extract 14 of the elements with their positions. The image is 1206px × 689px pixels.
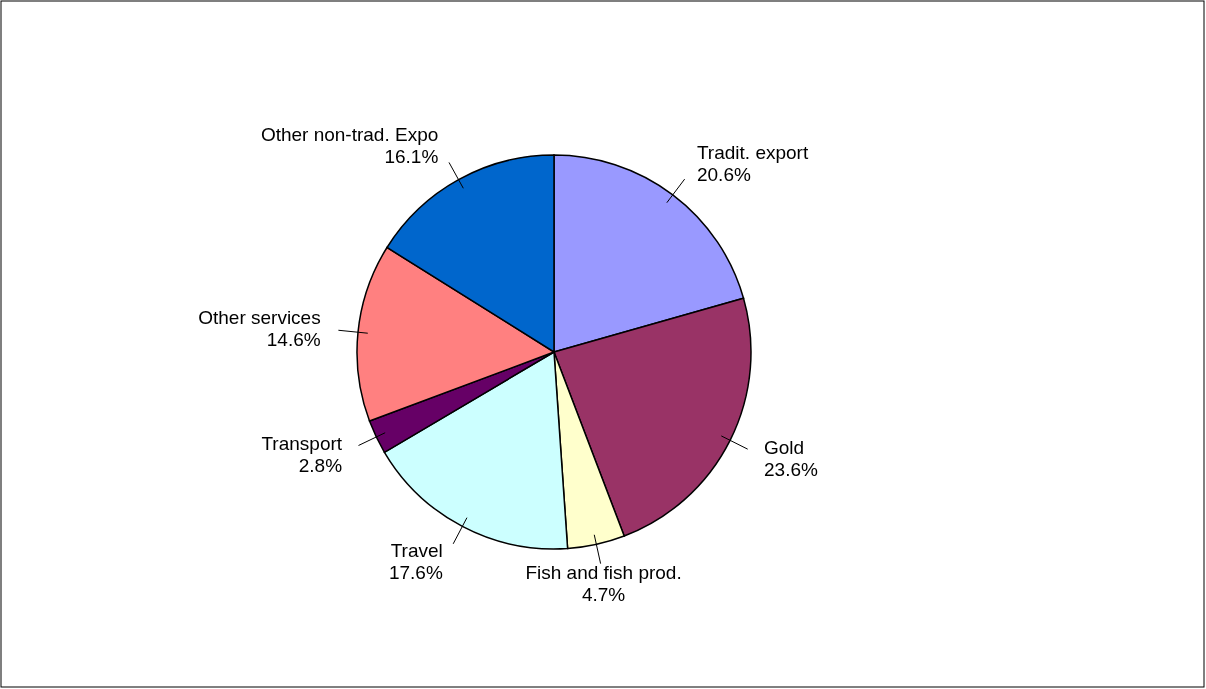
data-label: 14.6% xyxy=(266,329,321,351)
slice-label: Other services xyxy=(198,307,321,329)
data-label: 2.8% xyxy=(298,454,343,476)
data-label: 17.6% xyxy=(388,562,443,584)
data-label: 16.1% xyxy=(384,146,439,168)
data-label: 20.6% xyxy=(696,164,751,186)
slice-label: Gold xyxy=(764,437,805,458)
slice-label: Travel xyxy=(390,540,443,562)
slice-label: Fish and fish prod. xyxy=(525,561,682,583)
slice-label: Tradit. export xyxy=(696,142,809,164)
data-label: 4.7% xyxy=(581,583,626,605)
slice-label: Transport xyxy=(261,433,343,454)
slice-label: Other non-trad. Expo xyxy=(260,124,439,146)
data-label: 23.6% xyxy=(764,458,818,480)
